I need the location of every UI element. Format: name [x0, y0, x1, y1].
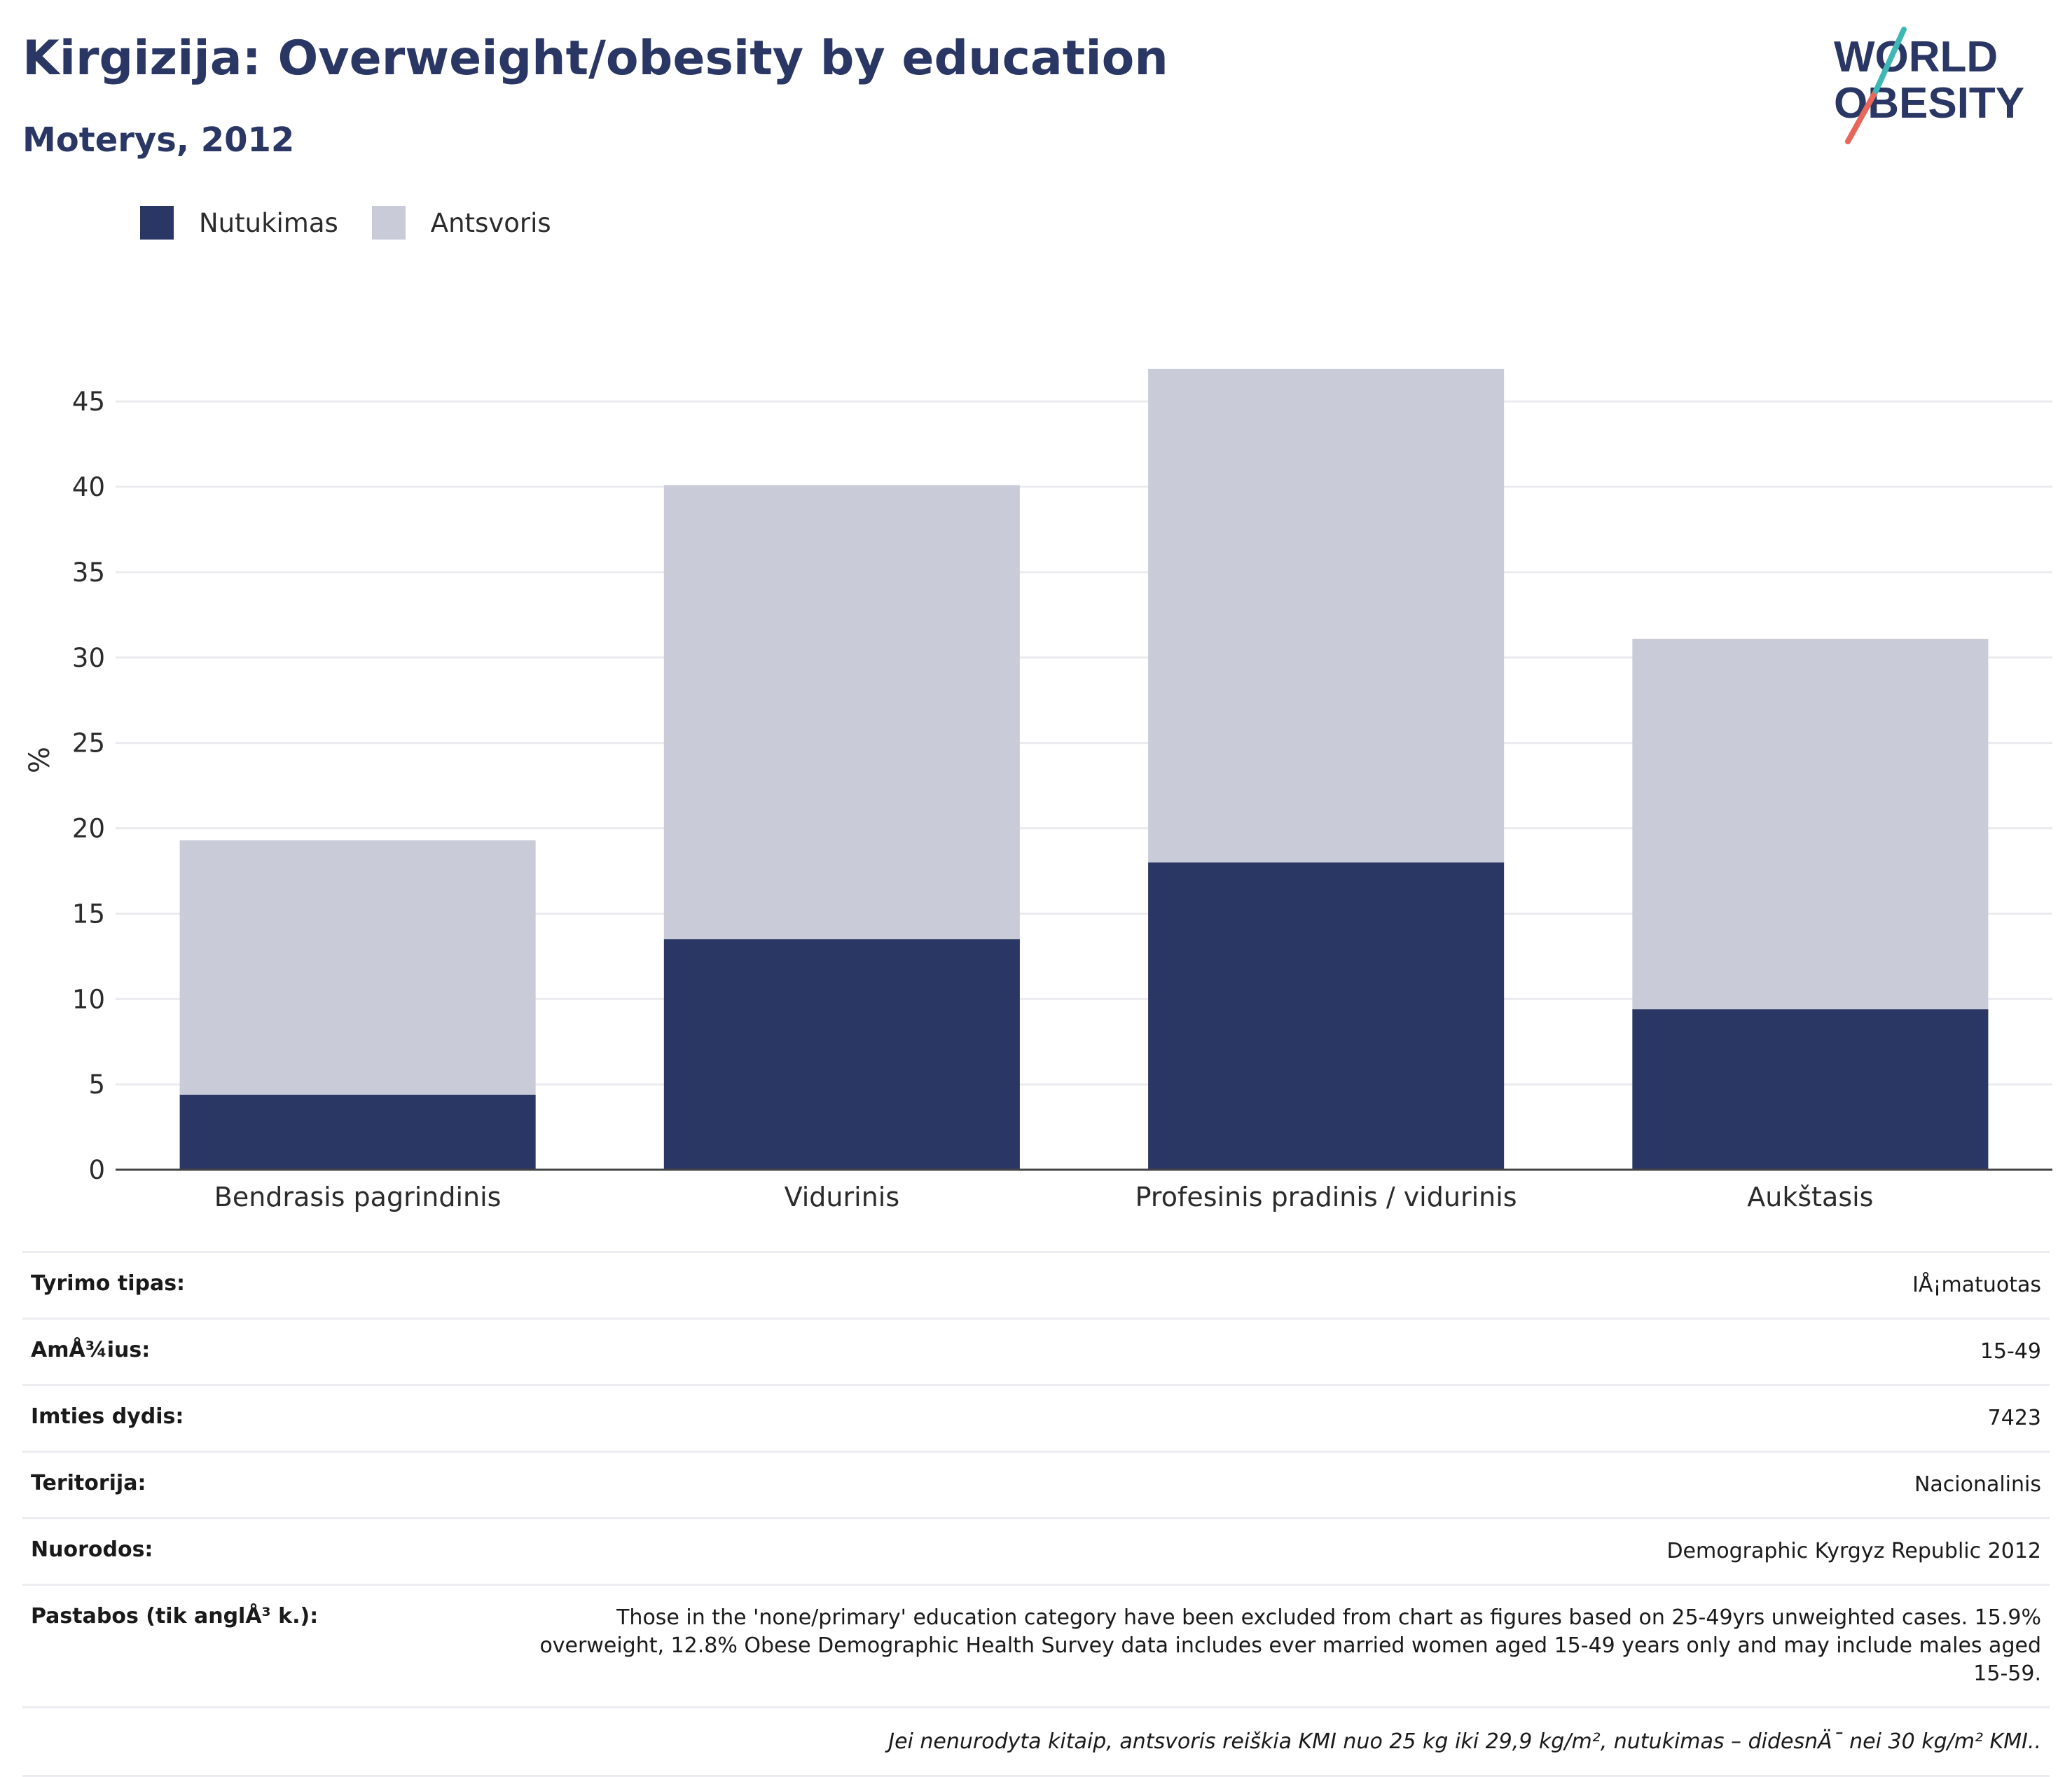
- meta-value: Nacionalinis: [1914, 1472, 2041, 1497]
- legend-label-overweight: Antsvoris: [430, 207, 551, 238]
- meta-key: Tyrimo tipas:: [31, 1271, 186, 1296]
- y-axis-label: %: [24, 747, 56, 773]
- meta-key: Pastabos (tik anglÅ³ k.):: [31, 1604, 319, 1629]
- chart-title: Kirgizija: Overweight/obesity by educati…: [22, 31, 1168, 86]
- bar-overweight: [663, 485, 1020, 939]
- chart-subtitle: Moterys, 2012: [22, 120, 295, 160]
- meta-value: Demographic Kyrgyz Republic 2012: [1666, 1539, 2041, 1563]
- x-tick-label: Bendrasis pagrindinis: [214, 1182, 502, 1212]
- meta-row-survey-type: Tyrimo tipas: IÅ¡matuotas: [22, 1251, 2050, 1318]
- y-tick-label: 20: [72, 814, 105, 844]
- meta-row-territory: Teritorija: Nacionalinis: [22, 1451, 2050, 1517]
- legend: Nutukimas Antsvoris: [140, 206, 585, 240]
- definition-footnote: Jei nenurodyta kitaip, antsvoris reiškia…: [22, 1706, 2050, 1777]
- meta-value: 15-49: [1980, 1339, 2041, 1364]
- y-tick-label: 5: [88, 1070, 105, 1100]
- y-tick-label: 40: [72, 472, 105, 502]
- y-tick-label: 10: [72, 984, 105, 1014]
- bar-overweight: [1148, 368, 1505, 863]
- y-tick-label: 35: [72, 558, 105, 588]
- meta-row-age: AmÅ¾ius: 15-49: [22, 1318, 2050, 1384]
- meta-row-references: Nuorodos: Demographic Kyrgyz Republic 20…: [22, 1517, 2050, 1584]
- meta-key: Nuorodos:: [31, 1537, 153, 1562]
- legend-label-obesity: Nutukimas: [199, 207, 338, 238]
- y-tick-label: 30: [72, 643, 105, 673]
- logo-slash-coral: [1845, 88, 1879, 144]
- meta-key: AmÅ¾ius:: [31, 1338, 151, 1362]
- bar-overweight: [179, 840, 536, 1095]
- stacked-bar-chart: 0 5 10 15 20 25 30 35 40 45% Bendrasis pagrindinis…: [24, 368, 2052, 1212]
- x-tick-label: Profesinis pradinis / vidurinis: [1135, 1182, 1517, 1212]
- y-tick-label: 0: [88, 1155, 105, 1185]
- meta-key: Teritorija:: [31, 1471, 146, 1495]
- logo-line2: OBESITY: [1834, 79, 2024, 127]
- bar-obesity: [1148, 862, 1505, 1170]
- logo-slash-teal: [1873, 27, 1907, 94]
- x-tick-label: Vidurinis: [785, 1182, 900, 1212]
- meta-row-sample-size: Imties dydis: 7423: [22, 1384, 2050, 1451]
- bar-overweight: [1632, 638, 1989, 1009]
- meta-value: 7423: [1987, 1406, 2041, 1430]
- legend-swatch-overweight: [371, 206, 406, 240]
- y-tick-label: 25: [72, 728, 105, 759]
- logo-line1: WORLD: [1834, 33, 1998, 81]
- survey-details-table: Tyrimo tipas: IÅ¡matuotas AmÅ¾ius: 15-49…: [22, 1251, 2050, 1777]
- bar-obesity: [1632, 1009, 1989, 1170]
- y-tick-label: 45: [72, 387, 105, 417]
- world-obesity-logo: WORLD OBESITY: [1834, 27, 2024, 144]
- legend-item-overweight[interactable]: Antsvoris: [371, 206, 551, 240]
- legend-item-obesity[interactable]: Nutukimas: [140, 206, 338, 240]
- meta-value: Those in the 'none/primary' education ca…: [539, 1605, 2041, 1686]
- meta-value: IÅ¡matuotas: [1912, 1273, 2041, 1297]
- bar-obesity: [179, 1094, 536, 1170]
- bar-obesity: [663, 939, 1020, 1170]
- meta-key: Imties dydis:: [31, 1404, 184, 1429]
- meta-row-notes: Pastabos (tik anglÅ³ k.): Those in the '…: [22, 1584, 2050, 1706]
- x-tick-label: Aukštasis: [1747, 1182, 1873, 1212]
- y-tick-label: 15: [72, 899, 105, 929]
- legend-swatch-obesity: [140, 206, 174, 240]
